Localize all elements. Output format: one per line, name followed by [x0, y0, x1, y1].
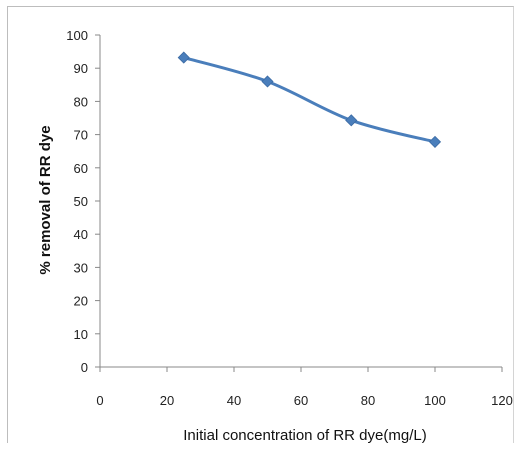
y-tick-label: 90: [74, 61, 88, 76]
data-point-marker: [261, 75, 274, 88]
chart-frame: [7, 6, 514, 443]
x-tick-label: 120: [491, 393, 513, 408]
y-tick-label: 70: [74, 128, 88, 143]
y-tick-label: 20: [74, 294, 88, 309]
x-axis-label: Initial concentration of RR dye(mg/L): [183, 427, 426, 444]
x-tick-labels: 0 20 40 60 80 100 120: [96, 393, 512, 408]
y-tick-label: 50: [74, 194, 88, 209]
y-tick-label: 0: [81, 360, 88, 375]
series-group: [177, 51, 442, 148]
y-tick-label: 80: [74, 94, 88, 109]
y-tick-label: 100: [66, 28, 88, 43]
x-tick-label: 100: [424, 393, 446, 408]
y-tick-label: 40: [74, 227, 88, 242]
y-tick-label: 10: [74, 327, 88, 342]
data-point-marker: [345, 114, 358, 127]
y-tick-labels: 0 10 20 30 40 50 60 70 80 90 100: [66, 28, 88, 375]
x-tick-label: 0: [96, 393, 103, 408]
data-point-marker: [177, 51, 190, 64]
series-line: [182, 56, 437, 144]
x-tick-label: 60: [294, 393, 308, 408]
x-tick-label: 80: [361, 393, 375, 408]
y-tick-label: 60: [74, 161, 88, 176]
x-tick-label: 40: [227, 393, 241, 408]
y-axis-label: % removal of RR dye: [37, 125, 54, 274]
axes: [95, 34, 503, 372]
x-tick-label: 20: [160, 393, 174, 408]
y-tick-label: 30: [74, 260, 88, 275]
data-point-marker: [428, 135, 442, 148]
